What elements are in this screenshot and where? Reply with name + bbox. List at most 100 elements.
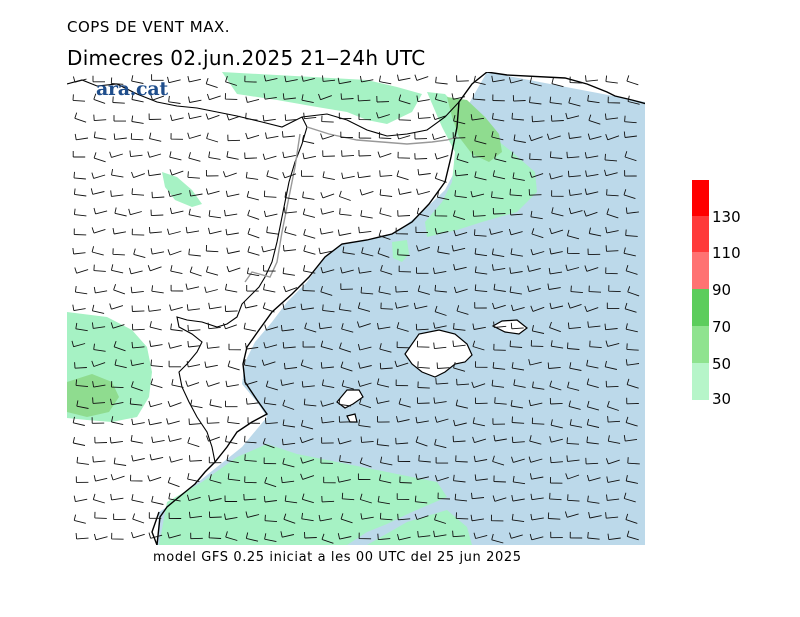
map-subtitle-date: Dimecres 02.jun.2025 21‒24h UTC: [67, 46, 426, 70]
wind-barb: [453, 474, 466, 483]
wind-barb: [169, 304, 183, 311]
wind-barb: [626, 75, 639, 86]
wind-barb: [206, 342, 220, 349]
wind-barb: [113, 284, 126, 295]
wind-barb: [509, 267, 523, 274]
wind-barb: [626, 397, 639, 405]
wind-barb: [530, 513, 544, 521]
wind-barb: [361, 247, 374, 257]
wind-barb: [587, 321, 601, 328]
wind-barb: [492, 207, 506, 215]
wind-barb: [338, 398, 351, 407]
wind-barb: [434, 153, 449, 160]
wind-barb: [245, 343, 259, 350]
wind-barb: [567, 170, 581, 178]
wind-barb: [302, 341, 316, 348]
wind-barb: [433, 322, 447, 329]
wind-barb: [474, 134, 487, 145]
wind-barb: [110, 493, 124, 501]
wind-barb: [627, 457, 640, 465]
wind-barb: [130, 381, 143, 392]
wind-barb: [456, 378, 470, 386]
wind-barb: [547, 512, 561, 520]
wind-barb: [245, 96, 260, 103]
wind-barb: [93, 533, 108, 541]
wind-barb: [245, 132, 260, 140]
wind-barb: [318, 93, 332, 101]
wind-barb: [150, 378, 163, 389]
wind-barb: [247, 228, 260, 239]
wind-barb: [321, 115, 334, 123]
wind-barb: [226, 151, 239, 160]
wind-barb: [322, 171, 335, 181]
legend-swatch-1: [692, 180, 709, 216]
wind-barb: [74, 112, 87, 123]
wind-barb: [320, 457, 333, 464]
wind-barb: [301, 75, 315, 82]
wind-barb: [73, 228, 87, 236]
wind-barb: [549, 151, 563, 159]
wind-barb: [377, 151, 392, 158]
wind-barb: [550, 340, 564, 349]
wind-barb: [341, 172, 355, 180]
wind-barb: [605, 512, 619, 519]
legend-label-30: 30: [712, 390, 732, 408]
wind-barb: [455, 399, 469, 409]
wind-barb: [358, 267, 372, 274]
legend-swatch-3: [692, 252, 709, 289]
wind-barb: [604, 323, 618, 331]
wind-barb: [549, 173, 563, 180]
wind-barb: [190, 399, 203, 409]
wind-barb: [338, 303, 352, 312]
wind-barb: [587, 495, 600, 504]
wind-barb: [282, 419, 296, 428]
wind-barb: [282, 93, 296, 100]
wind-barb: [261, 359, 276, 366]
wind-barb: [380, 264, 393, 275]
wind-barb: [605, 75, 618, 84]
wind-barb: [243, 302, 258, 309]
wind-barb: [75, 379, 89, 388]
wind-barb: [147, 265, 162, 272]
wind-barb: [528, 134, 543, 142]
wind-barb: [566, 229, 580, 240]
wind-barb: [340, 93, 354, 100]
wind-barb: [341, 323, 354, 333]
wind-barb: [454, 493, 468, 502]
wind-barb: [91, 322, 106, 329]
wind-barb: [110, 322, 125, 329]
wind-barb: [530, 210, 543, 220]
wind-barb: [377, 247, 390, 258]
wind-barb: [280, 379, 294, 386]
wind-barb: [151, 436, 165, 444]
wind-barb: [225, 75, 238, 86]
wind-barb: [513, 379, 526, 388]
wind-barb: [396, 133, 411, 140]
wind-barb: [167, 249, 182, 256]
wind-barb: [131, 494, 144, 504]
gust-area-north: [222, 72, 422, 124]
wind-barb: [208, 151, 221, 160]
wind-barb: [72, 76, 87, 83]
wind-barb: [549, 302, 564, 310]
wind-barb: [549, 436, 563, 443]
wind-barb: [207, 322, 221, 330]
wind-barb: [340, 267, 354, 274]
wind-barb: [375, 397, 390, 404]
wind-barb: [284, 114, 298, 121]
wind-barb: [187, 76, 201, 83]
wind-barb: [131, 531, 145, 539]
wind-barb: [475, 361, 488, 368]
wind-barb: [131, 188, 145, 196]
wind-barb: [337, 437, 352, 445]
wind-barb: [188, 418, 202, 425]
wind-barb: [397, 455, 411, 462]
wind-barb: [300, 457, 315, 464]
wind-barb: [169, 169, 184, 176]
wind-barb: [625, 323, 638, 333]
wind-barb: [491, 379, 505, 388]
wind-barb: [531, 325, 545, 334]
wind-barb: [492, 302, 506, 310]
wind-barb: [451, 93, 466, 100]
wind-barb: [510, 248, 523, 257]
